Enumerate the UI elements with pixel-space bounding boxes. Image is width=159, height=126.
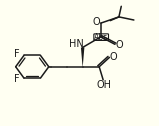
Polygon shape <box>81 47 84 67</box>
FancyBboxPatch shape <box>94 34 108 40</box>
Text: Abs: Abs <box>94 33 108 42</box>
Text: OH: OH <box>96 80 111 90</box>
Text: HN: HN <box>69 39 84 49</box>
Text: F: F <box>14 49 19 59</box>
Text: O: O <box>110 52 117 62</box>
Text: O: O <box>116 40 123 50</box>
Text: O: O <box>92 17 100 27</box>
Text: F: F <box>14 74 19 84</box>
